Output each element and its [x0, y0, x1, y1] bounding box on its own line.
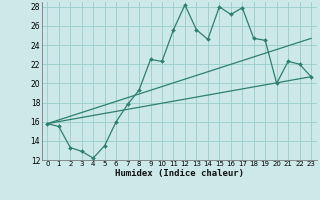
X-axis label: Humidex (Indice chaleur): Humidex (Indice chaleur): [115, 169, 244, 178]
